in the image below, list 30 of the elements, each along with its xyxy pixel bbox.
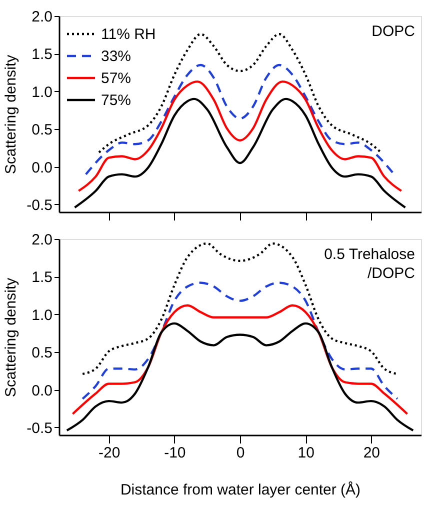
y-tick-label: 1.0 <box>32 84 52 101</box>
line-series <box>66 322 414 432</box>
x-tick-label: 0 <box>236 444 245 462</box>
y-tick-label: 0.0 <box>32 159 52 176</box>
x-tick-label: -10 <box>164 444 186 462</box>
x-tick-label: 20 <box>363 444 380 462</box>
legend-label: 33% <box>101 48 132 65</box>
legend-label: 57% <box>101 70 132 87</box>
y-axis-title: Scattering density <box>2 277 20 398</box>
y-tick-label: -0.5 <box>26 196 52 214</box>
y-tick-label: 0.5 <box>32 122 52 139</box>
legend-label: 11% RH <box>101 26 156 43</box>
y-tick-label: 1.5 <box>32 46 52 64</box>
x-axis-title: Distance from water layer center (Å) <box>120 480 361 498</box>
y-tick-label: 0.5 <box>32 344 52 362</box>
y-axis-title: Scattering density <box>2 54 20 174</box>
line-series <box>82 282 398 400</box>
annotation: 0.5 Trehalose /DOPC <box>324 246 416 282</box>
line-series <box>84 64 396 176</box>
y-tick-label: 2.0 <box>32 8 52 26</box>
y-tick-label: -0.5 <box>26 420 52 437</box>
x-tick-label: -20 <box>98 444 120 462</box>
y-tick-label: 0.0 <box>32 382 52 400</box>
y-tick-label: 1.0 <box>32 306 52 324</box>
x-tick-label: 10 <box>298 444 314 462</box>
y-tick-label: 1.5 <box>32 269 52 286</box>
y-tick-label: 2.0 <box>32 232 52 248</box>
legend-label: 75% <box>101 92 132 109</box>
line-series <box>72 304 408 415</box>
annotation: DOPC <box>372 23 416 40</box>
